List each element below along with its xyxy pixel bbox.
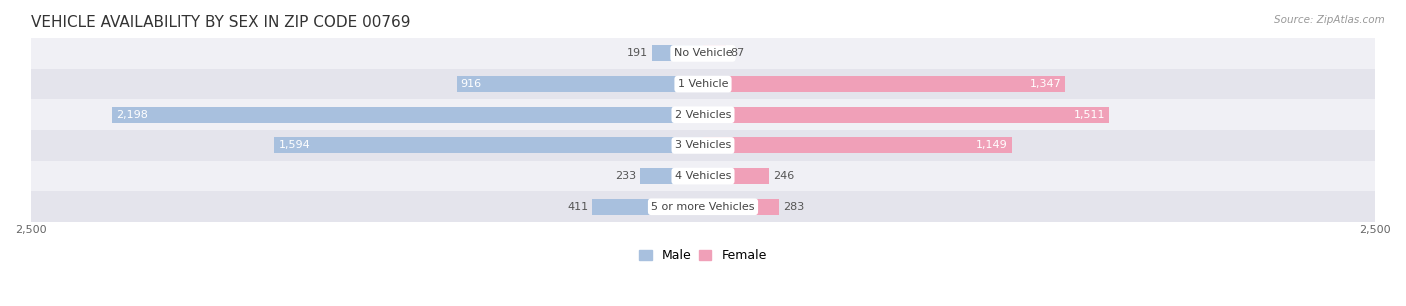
Bar bbox=[31, 161, 1375, 192]
Bar bbox=[31, 38, 1375, 69]
Bar bbox=[703, 199, 779, 215]
Bar bbox=[31, 99, 1375, 130]
Bar bbox=[640, 168, 703, 184]
Text: 191: 191 bbox=[627, 48, 648, 58]
Text: 1,511: 1,511 bbox=[1074, 110, 1105, 120]
Text: 2 Vehicles: 2 Vehicles bbox=[675, 110, 731, 120]
Legend: Male, Female: Male, Female bbox=[634, 244, 772, 267]
Text: 283: 283 bbox=[783, 202, 804, 212]
Bar bbox=[703, 46, 727, 62]
Text: 1 Vehicle: 1 Vehicle bbox=[678, 79, 728, 89]
Bar bbox=[31, 192, 1375, 222]
Bar bbox=[703, 137, 1012, 153]
Bar bbox=[703, 107, 1109, 123]
Text: 2,198: 2,198 bbox=[117, 110, 148, 120]
Bar bbox=[112, 107, 703, 123]
Text: 5 or more Vehicles: 5 or more Vehicles bbox=[651, 202, 755, 212]
Bar bbox=[31, 130, 1375, 161]
Text: 1,347: 1,347 bbox=[1029, 79, 1062, 89]
Text: 87: 87 bbox=[731, 48, 745, 58]
Text: VEHICLE AVAILABILITY BY SEX IN ZIP CODE 00769: VEHICLE AVAILABILITY BY SEX IN ZIP CODE … bbox=[31, 15, 411, 30]
Text: Source: ZipAtlas.com: Source: ZipAtlas.com bbox=[1274, 15, 1385, 25]
Bar bbox=[703, 168, 769, 184]
Bar bbox=[592, 199, 703, 215]
Text: 1,149: 1,149 bbox=[976, 140, 1008, 151]
Bar bbox=[651, 46, 703, 62]
Text: 233: 233 bbox=[616, 171, 637, 181]
Text: 916: 916 bbox=[461, 79, 482, 89]
Text: 1,594: 1,594 bbox=[278, 140, 311, 151]
Bar bbox=[457, 76, 703, 92]
Text: No Vehicle: No Vehicle bbox=[673, 48, 733, 58]
Text: 3 Vehicles: 3 Vehicles bbox=[675, 140, 731, 151]
Bar bbox=[703, 76, 1066, 92]
Text: 4 Vehicles: 4 Vehicles bbox=[675, 171, 731, 181]
Bar bbox=[31, 69, 1375, 99]
Text: 411: 411 bbox=[568, 202, 589, 212]
Text: 246: 246 bbox=[773, 171, 794, 181]
Bar bbox=[274, 137, 703, 153]
